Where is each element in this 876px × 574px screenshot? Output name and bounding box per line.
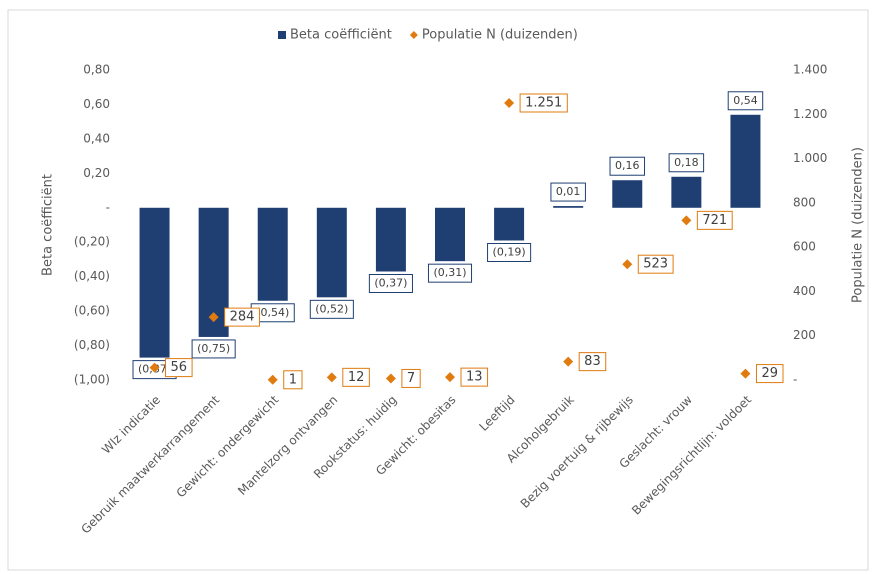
data-label: 12 [348,370,365,385]
bar [257,207,288,301]
marker [740,368,751,379]
y2-tick-label: - [793,373,797,387]
data-label: 0,54 [733,94,758,107]
y-tick-label: 0,20 [83,166,110,180]
data-label: 0,01 [556,185,581,198]
label-box [224,307,260,327]
data-label: (0,19) [493,246,526,259]
y2-axis-title: Populatie N (duizenden) [851,147,866,303]
y-tick-label: (0,80) [74,338,110,352]
marker [563,356,574,367]
bar [671,176,702,208]
bar [316,207,347,298]
y2-tick-label: 1.200 [793,107,827,121]
bar [612,180,643,208]
label-box [368,274,413,293]
bar [730,114,761,208]
y-tick-label: 0,80 [83,63,110,77]
data-label: 0,16 [615,159,640,172]
marker [326,372,337,383]
label-box [696,210,733,230]
y-axis-title: Beta coëfficiënt [41,174,56,276]
legend-label: Beta coëfficiënt [290,28,392,43]
label-box [401,368,421,388]
y2-tick-label: 600 [793,240,816,254]
bar [139,207,170,358]
marker [445,372,455,383]
data-label: (0,37) [374,277,407,290]
label-box [668,153,705,173]
y2-tick-label: 400 [793,284,816,298]
label-box [519,93,568,113]
y-tick-label: (0,60) [74,304,110,318]
data-label: 29 [761,366,778,381]
data-label: 721 [702,213,727,228]
marker [622,259,633,270]
marker [208,312,219,323]
label-box [609,156,646,176]
data-label: 1.251 [525,95,562,110]
marker [149,362,160,373]
label-box [727,91,764,111]
data-label: 523 [643,257,668,272]
y2-tick-label: 800 [793,195,816,209]
marker [385,373,396,384]
label-box [342,367,370,387]
label-box [460,367,489,387]
data-label: (0,52) [315,302,348,315]
bar [494,207,525,241]
y2-tick-label: 200 [793,328,816,342]
marker [504,97,515,108]
label-box [165,358,193,378]
data-label: 1 [289,372,297,387]
data-label: (0,54) [256,306,289,319]
label-box [550,182,586,202]
y2-tick-label: 1.000 [793,151,827,165]
y-tick-label: 0,40 [83,131,110,145]
data-label: (0,75) [197,342,230,355]
legend: Beta coëfficiënt Populatie N (duizenden) [278,28,578,43]
data-label: 13 [466,370,483,385]
label-box [487,243,532,262]
bar [553,206,584,208]
legend-swatch [409,31,418,39]
data-label: 56 [171,360,188,375]
label-box [637,254,674,274]
label-box [755,364,784,384]
bar [375,207,406,272]
label-box [578,352,607,372]
y2-tick-label: 1.400 [793,63,827,77]
label-box [309,299,354,319]
data-label: (0,31) [433,266,466,279]
y-tick-label: - [106,200,110,214]
label-box [427,263,473,283]
data-label: 83 [584,354,601,369]
y-tick-label: (0,40) [74,269,110,283]
marker [681,215,692,226]
y-tick-label: (1,00) [74,373,110,387]
label-box [191,339,236,359]
marker [267,374,278,385]
y-tick-label: 0,60 [83,97,110,111]
legend-swatch [278,31,286,39]
data-label: 0,18 [674,156,699,169]
bar [435,207,465,262]
data-label: 284 [230,310,255,325]
legend-label: Populatie N (duizenden) [422,28,578,43]
label-box [283,370,303,390]
data-label: 7 [407,371,415,386]
y-tick-label: (0,20) [74,235,110,249]
